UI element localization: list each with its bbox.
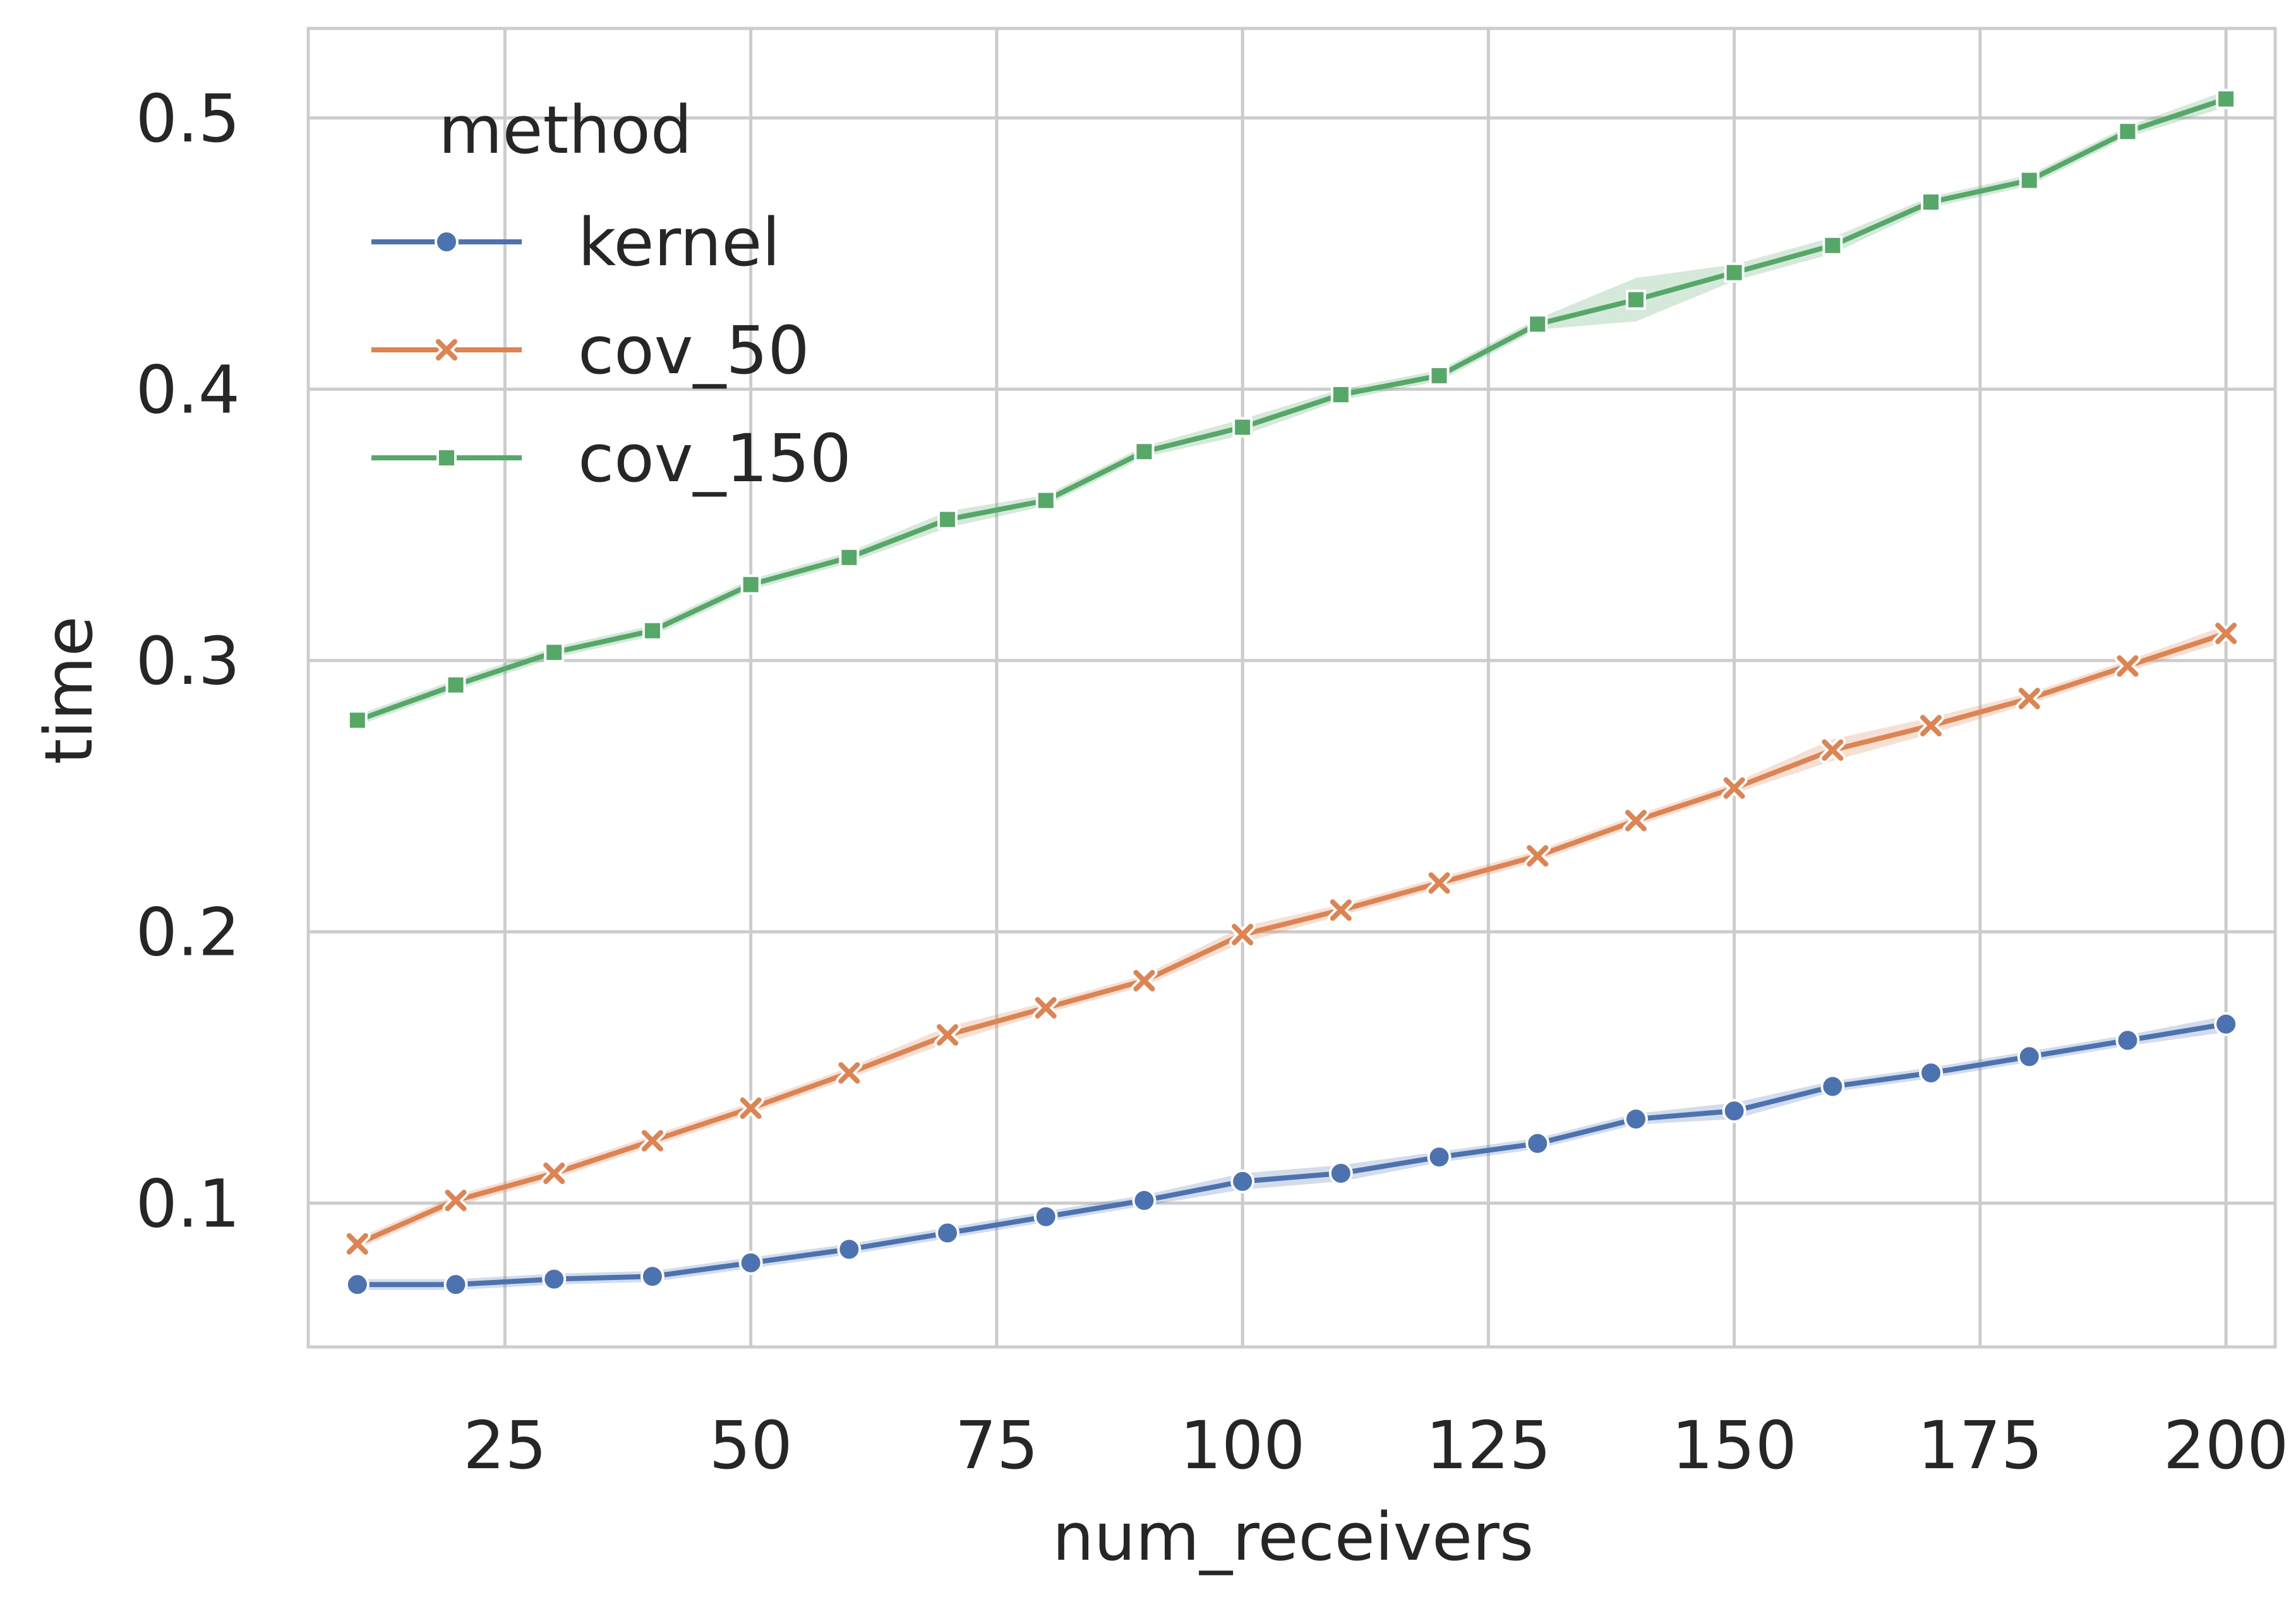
cov_150-point — [1625, 289, 1646, 310]
cov_50-point — [543, 1163, 565, 1185]
cov_150-point — [1822, 235, 1843, 256]
kernel-point — [935, 1221, 960, 1245]
x-tick-label: 25 — [463, 1407, 546, 1484]
legend-label-kernel: kernel — [578, 204, 780, 281]
kernel-point — [640, 1264, 664, 1289]
y-axis-label: time — [30, 616, 107, 765]
kernel-point — [2214, 1012, 2239, 1036]
x-tick-label: 175 — [1918, 1407, 2043, 1484]
cov_150-point — [1724, 262, 1745, 283]
cov_50-point — [346, 1233, 368, 1255]
y-tick-label: 0.4 — [136, 351, 240, 428]
kernel-point — [1525, 1131, 1550, 1156]
cov_150-point — [839, 547, 860, 568]
kernel-point — [1722, 1099, 1746, 1123]
kernel-point — [1427, 1145, 1452, 1169]
cov_50-point — [1133, 970, 1155, 991]
kernel-point — [1033, 1204, 1058, 1229]
cov_50-point — [1428, 872, 1450, 894]
cov_50-point — [2215, 623, 2237, 645]
cov_50-point — [1625, 810, 1647, 832]
legend-label-cov_150: cov_150 — [578, 420, 851, 497]
series-markers — [344, 88, 2240, 1297]
kernel-point — [1623, 1107, 1648, 1132]
cov_50-point — [445, 1190, 467, 1211]
cov_50-point — [1723, 777, 1745, 799]
cov_150-point — [445, 674, 466, 695]
cov_150-point — [2019, 170, 2040, 191]
cov_50-point — [1822, 739, 1844, 761]
y-tick-label: 0.1 — [136, 1165, 240, 1242]
y-tick-label: 0.5 — [136, 80, 240, 157]
legend-marker-kernel — [435, 230, 459, 254]
legend-items: kernel cov_50 cov_150 — [371, 204, 851, 497]
kernel-point — [738, 1250, 763, 1275]
x-tick-label: 150 — [1671, 1407, 1797, 1484]
cov_50-point — [2117, 655, 2139, 677]
cov_50-point — [838, 1062, 860, 1084]
cov_150-point — [1330, 385, 1351, 405]
cov_50-point — [740, 1097, 762, 1119]
cov_150-point — [2216, 88, 2237, 109]
legend-label-cov_50: cov_50 — [578, 312, 810, 389]
cov_50-point — [1232, 923, 1254, 945]
kernel-point — [443, 1272, 468, 1297]
tick-labels: 25 50 75 100 125 150 175 200 0.1 0.2 0.3 0.4 0.5 — [136, 80, 2289, 1484]
kernel-point — [1132, 1188, 1157, 1212]
cov_50-point — [2018, 688, 2040, 710]
cov_150-point — [937, 509, 958, 530]
cov_50-point — [937, 1024, 959, 1046]
series-lines — [356, 96, 2227, 1288]
legend-entry-cov_50: cov_50 — [371, 312, 810, 389]
y-tick-label: 0.3 — [136, 623, 240, 700]
plot-frame — [306, 27, 2277, 1349]
kernel-point — [1919, 1061, 1944, 1086]
kernel-point — [1230, 1169, 1255, 1193]
cov_150-point — [1527, 314, 1548, 335]
legend-title: method — [438, 92, 692, 169]
kernel-point — [1328, 1161, 1353, 1186]
legend-entry-cov_150: cov_150 — [371, 420, 851, 497]
cov_150-point — [642, 620, 663, 641]
cov_50-line — [356, 631, 2227, 1247]
cov_50-point — [1920, 715, 1942, 737]
cov_150-point — [1035, 490, 1056, 511]
cov_50-point — [1330, 899, 1352, 921]
cov_150-point — [740, 574, 761, 595]
grid-lines — [308, 28, 2275, 1347]
cov_150-point — [1134, 441, 1155, 462]
cov_50-point — [641, 1130, 663, 1152]
kernel-point — [1820, 1074, 1845, 1099]
cov_150-point — [544, 642, 565, 663]
legend-marker-cov_150 — [436, 448, 457, 468]
x-tick-label: 75 — [955, 1407, 1038, 1484]
x-tick-label: 50 — [709, 1407, 792, 1484]
cov_50-point — [1527, 845, 1549, 867]
cov_150-confidence-band — [357, 90, 2227, 726]
kernel-point — [2017, 1044, 2041, 1069]
y-tick-label: 0.2 — [136, 894, 240, 971]
kernel-point — [837, 1237, 862, 1262]
cov_150-point — [2117, 121, 2138, 142]
kernel-point — [345, 1272, 370, 1297]
cov_150-point — [347, 710, 368, 731]
kernel-line — [357, 1021, 2227, 1288]
cov_150-point — [1232, 417, 1253, 438]
legend-marker-cov_50 — [436, 339, 457, 361]
x-tick-label: 125 — [1426, 1407, 1551, 1484]
legend-entry-kernel: kernel — [371, 204, 780, 281]
cov_150-point — [1429, 365, 1450, 386]
cov_150-line — [356, 96, 2227, 723]
cov_150-point — [1921, 191, 1942, 212]
x-axis-label: num_receivers — [1052, 1498, 1534, 1576]
legend: method kernel cov_50 cov_150 — [371, 92, 851, 497]
x-tick-label: 200 — [2163, 1407, 2289, 1484]
kernel-point — [2115, 1028, 2140, 1053]
cov_50-point — [1035, 996, 1057, 1019]
x-tick-label: 100 — [1180, 1407, 1306, 1484]
kernel-point — [542, 1267, 567, 1291]
